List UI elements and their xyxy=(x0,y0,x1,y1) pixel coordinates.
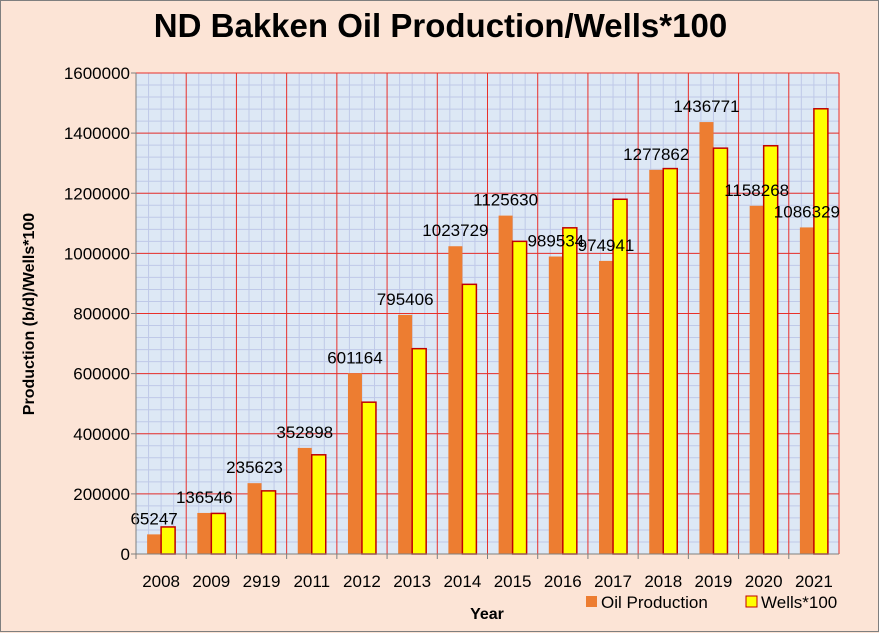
bar-oil-production xyxy=(347,373,362,554)
grid xyxy=(135,72,840,555)
data-label-oil-production: 1125630 xyxy=(473,191,538,210)
x-tick-label: 2015 xyxy=(494,572,532,591)
bar-oil-production xyxy=(448,246,463,555)
chart-title: ND Bakken Oil Production/Wells*100 xyxy=(153,7,728,44)
x-axis-title: Year xyxy=(470,606,504,623)
y-tick-label: 600000 xyxy=(73,365,130,384)
x-tick-label: 2014 xyxy=(443,572,481,591)
y-tick-label: 800000 xyxy=(73,305,130,324)
bar-wells xyxy=(160,526,176,555)
x-tick-label: 2008 xyxy=(142,572,180,591)
bar-wells xyxy=(210,512,227,555)
bar-wells xyxy=(411,347,427,555)
bar-wells xyxy=(361,401,377,555)
x-tick-label: 2009 xyxy=(192,572,230,591)
y-tick-label: 1600000 xyxy=(64,64,130,83)
y-tick-label: 400000 xyxy=(73,425,130,444)
legend-swatch xyxy=(745,595,758,608)
data-label-oil-production: 795406 xyxy=(377,290,434,309)
bar-wells xyxy=(662,167,678,555)
bar-wells xyxy=(461,283,478,555)
bar-oil-production xyxy=(297,447,312,554)
bar-wells xyxy=(311,454,327,555)
bar-oil-production xyxy=(649,169,664,554)
bar-oil-production xyxy=(247,483,262,554)
y-axis-title: Production (b/d)/Wells*100 xyxy=(21,213,38,416)
legend-label: Wells*100 xyxy=(761,593,837,612)
x-tick-label: 2017 xyxy=(594,572,632,591)
x-tick-label: 2013 xyxy=(393,572,431,591)
data-label-oil-production: 1277862 xyxy=(623,145,689,164)
x-tick-label: 2011 xyxy=(293,572,330,591)
axes: 0 200000 400000 600000 800000 1000000 1200000 1… xyxy=(64,64,839,591)
x-tick-label: 2016 xyxy=(544,572,582,591)
data-label-oil-production: 1158268 xyxy=(724,181,789,200)
bar-oil-production xyxy=(147,534,162,554)
legend: Oil Production Wells*100 xyxy=(586,593,837,612)
bar-oil-production xyxy=(699,122,714,555)
bar-oil-production xyxy=(799,227,814,554)
bar-oil-production xyxy=(749,205,764,554)
bar-oil-production xyxy=(398,314,413,554)
data-label-oil-production: 352898 xyxy=(276,423,333,442)
bar-oil-production xyxy=(197,512,212,554)
x-tick-label: 2018 xyxy=(644,572,682,591)
legend-swatch xyxy=(586,596,597,607)
bar-oil-production xyxy=(498,215,513,554)
data-label-oil-production: 136546 xyxy=(176,488,233,507)
data-label-oil-production: 1436771 xyxy=(673,97,739,116)
data-label-oil-production: 65247 xyxy=(130,509,177,528)
y-tick-label: 0 xyxy=(121,545,130,564)
y-tick-label: 1200000 xyxy=(64,184,130,203)
data-label-oil-production: 1023729 xyxy=(422,221,488,240)
y-tick-label: 1000000 xyxy=(64,244,130,263)
data-label-oil-production: 989534 xyxy=(527,232,584,251)
bar-wells xyxy=(260,490,277,555)
data-label-oil-production: 974941 xyxy=(578,236,635,255)
data-label-oil-production: 235623 xyxy=(226,458,283,477)
data-label-oil-production: 1086329 xyxy=(774,202,840,221)
bar-wells xyxy=(511,240,528,555)
x-tick-label: 2012 xyxy=(343,572,381,591)
y-tick-label: 1400000 xyxy=(64,124,130,143)
bar-oil-production xyxy=(548,256,563,554)
data-labels: 65247 136546 235623 352898 601164 795406 10237… xyxy=(130,97,840,528)
bars xyxy=(147,108,829,555)
bar-oil-production xyxy=(599,260,614,554)
legend-label: Oil Production xyxy=(601,593,708,612)
x-tick-label: 2021 xyxy=(795,572,833,591)
bar-wells xyxy=(562,227,578,555)
x-tick-label: 2019 xyxy=(695,572,733,591)
data-label-oil-production: 601164 xyxy=(327,348,382,367)
x-tick-label: 2919 xyxy=(243,572,281,591)
x-tick-label: 2020 xyxy=(745,572,783,591)
bar-wells xyxy=(813,108,829,555)
bar-wells xyxy=(712,147,729,555)
y-tick-label: 200000 xyxy=(73,485,130,504)
